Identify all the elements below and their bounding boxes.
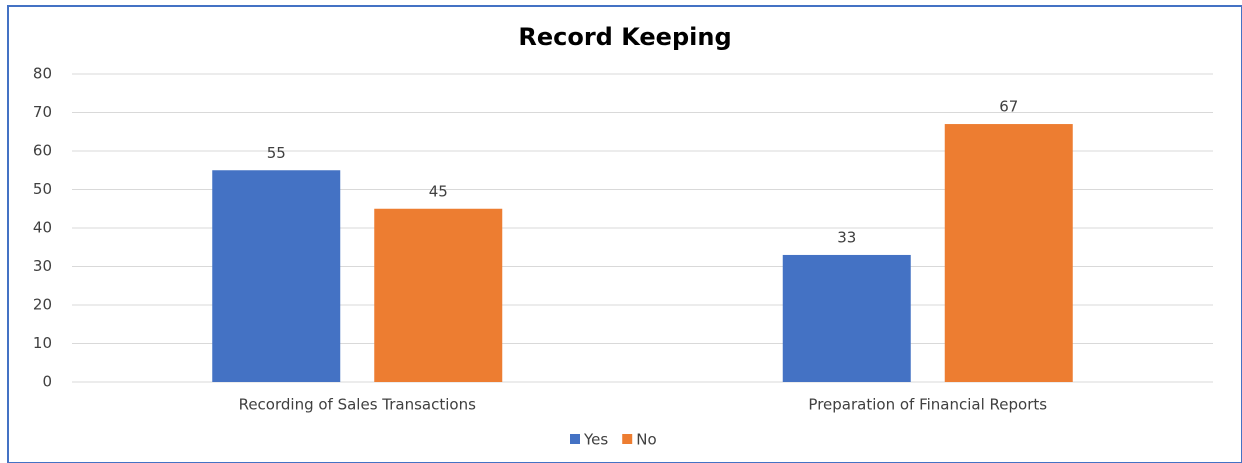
data-label: 45	[429, 182, 448, 200]
bar	[374, 208, 503, 382]
y-tick-label: 70	[33, 103, 52, 121]
y-tick-label: 0	[42, 373, 52, 391]
legend-swatch	[622, 434, 633, 444]
bar	[782, 254, 911, 382]
data-label: 55	[267, 144, 286, 162]
x-tick-label: Preparation of Financial Reports	[808, 396, 1047, 414]
legend-swatch	[570, 434, 580, 444]
x-tick-label: Recording of Sales Transactions	[239, 396, 477, 414]
y-tick-label: 30	[33, 257, 52, 275]
bar	[944, 124, 1073, 383]
y-tick-label: 20	[33, 296, 52, 314]
y-tick-label: 60	[33, 142, 52, 160]
data-label: 33	[837, 228, 856, 246]
y-tick-label: 80	[33, 65, 52, 83]
y-tick-label: 40	[33, 219, 52, 237]
data-label: 67	[999, 98, 1018, 116]
legend-label: Yes	[583, 431, 608, 449]
legend-label: No	[636, 431, 656, 449]
bar	[212, 170, 341, 382]
y-tick-label: 50	[33, 180, 52, 198]
y-tick-label: 10	[33, 334, 52, 352]
chart-title: Record Keeping	[518, 23, 731, 51]
